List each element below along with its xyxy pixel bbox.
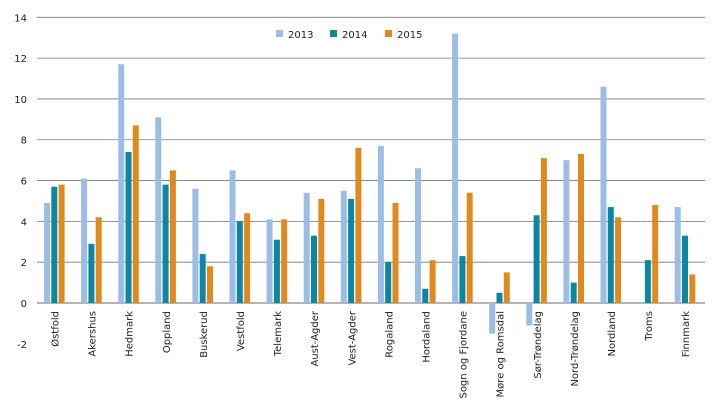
gridlines — [37, 16, 705, 304]
bar-2015-Hordaland — [429, 260, 436, 303]
y-tick-label: 8 — [21, 136, 27, 147]
x-tick-label: Troms — [644, 311, 655, 342]
bar-2014-Nordland — [607, 207, 614, 303]
bar-2014-Sør-Trøndelag — [533, 215, 540, 303]
x-tick-label: Nord-Trøndelag — [570, 311, 581, 387]
x-tick-label: Rogaland — [384, 311, 395, 358]
bar-2015-Vest-Agder — [355, 147, 362, 303]
bar-2013-Sør-Trøndelag — [526, 303, 533, 326]
bar-2014-Vestfold — [236, 221, 243, 303]
legend-swatch-2015 — [385, 30, 392, 37]
bar-2014-Hordaland — [422, 288, 429, 303]
x-tick-label: Vest-Agder — [347, 310, 358, 365]
bar-2013-Finnmark — [674, 207, 681, 303]
x-tick-label: Vestfold — [236, 311, 247, 351]
legend-swatch-2014 — [330, 30, 337, 37]
bar-2015-Finnmark — [689, 274, 696, 303]
bar-2013-Buskerud — [192, 188, 199, 303]
bar-2014-Buskerud — [199, 254, 206, 303]
y-tick-label: 0 — [21, 299, 27, 310]
y-tick-label: -2 — [17, 340, 27, 351]
x-tick-label: Møre og Romsdal — [496, 311, 507, 397]
y-tick-label: 14 — [14, 13, 27, 24]
y-tick-label: 4 — [21, 217, 27, 228]
bar-2015-Rogaland — [392, 203, 399, 303]
x-tick-label: Østfold — [49, 311, 61, 347]
bars — [44, 33, 696, 334]
bar-2013-Oppland — [155, 117, 162, 303]
bar-2014-Oppland — [162, 184, 169, 303]
bar-2015-Nordland — [615, 217, 622, 303]
x-tick-label: Sogn og Fjordane — [459, 311, 470, 399]
bar-2014-Vest-Agder — [348, 198, 355, 303]
legend-label: 2013 — [288, 30, 313, 41]
bar-2013-Nord-Trøndelag — [563, 160, 570, 303]
bar-2015-Nord-Trøndelag — [578, 154, 584, 303]
legend-label: 2015 — [397, 30, 422, 41]
x-axis-labels: Østfold Akershus Hedmark Oppland Buskerud Ves… — [49, 310, 692, 398]
bar-2015-Buskerud — [207, 266, 213, 303]
bar-2014-Hedmark — [125, 151, 132, 303]
x-tick-label: Telemark — [273, 311, 284, 357]
y-tick-label: 2 — [21, 258, 27, 269]
x-tick-label: Sør-Trøndelag — [533, 311, 544, 379]
bar-2013-Møre og Romsdal — [489, 303, 496, 334]
bar-2013-Østfold — [44, 203, 50, 303]
bar-2013-Sogn og Fjordane — [452, 33, 459, 304]
bar-2013-Hordaland — [415, 168, 421, 303]
bar-2013-Hedmark — [118, 64, 125, 304]
x-tick-label: Aust-Agder — [310, 310, 321, 366]
bar-2014-Møre og Romsdal — [496, 292, 503, 303]
bar-2015-Oppland — [169, 170, 176, 303]
y-tick-label: 12 — [14, 54, 27, 65]
bar-2015-Hedmark — [132, 125, 139, 303]
bar-2015-Sogn og Fjordane — [466, 192, 473, 303]
bar-2015-Troms — [652, 205, 659, 303]
bar-2014-Troms — [644, 260, 651, 303]
x-tick-label: Oppland — [162, 311, 173, 353]
bar-2015-Møre og Romsdal — [503, 272, 510, 303]
bar-2015-Aust-Agder — [318, 198, 325, 303]
bar-2015-Akershus — [95, 217, 102, 303]
bar-2014-Sogn og Fjordane — [459, 256, 466, 303]
x-tick-label: Finnmark — [681, 311, 692, 357]
y-tick-label: 6 — [21, 177, 27, 188]
bar-2014-Finnmark — [682, 235, 688, 303]
bar-2015-Telemark — [281, 219, 288, 303]
y-tick-label: 10 — [14, 95, 27, 106]
y-axis-ticks: -2 0 2 4 6 8 10 12 14 — [14, 13, 27, 351]
bar-2013-Vest-Agder — [340, 190, 347, 303]
bar-2013-Nordland — [600, 86, 607, 303]
x-tick-label: Hordaland — [421, 311, 432, 363]
bar-2014-Østfold — [51, 186, 58, 303]
legend-swatch-2013 — [276, 30, 283, 37]
legend-label: 2014 — [342, 30, 367, 41]
bar-2015-Sør-Trøndelag — [540, 158, 547, 303]
legend: 2013 2014 2015 — [276, 30, 422, 41]
x-tick-label: Hedmark — [125, 311, 136, 357]
bar-2013-Rogaland — [377, 145, 384, 303]
bar-2015-Østfold — [58, 184, 65, 303]
bar-2015-Vestfold — [244, 213, 251, 303]
x-tick-label: Nordland — [607, 311, 618, 356]
x-tick-label: Akershus — [88, 311, 99, 357]
bar-2013-Telemark — [266, 219, 273, 303]
bar-2014-Akershus — [88, 243, 95, 303]
bar-2014-Telemark — [273, 239, 280, 303]
bar-2013-Akershus — [81, 178, 88, 303]
bar-2013-Vestfold — [229, 170, 236, 303]
bar-2013-Aust-Agder — [303, 192, 310, 303]
bar-2014-Nord-Trøndelag — [570, 282, 577, 303]
bar-2014-Aust-Agder — [311, 235, 317, 303]
bar-2014-Rogaland — [385, 262, 392, 303]
x-tick-label: Buskerud — [199, 311, 210, 358]
